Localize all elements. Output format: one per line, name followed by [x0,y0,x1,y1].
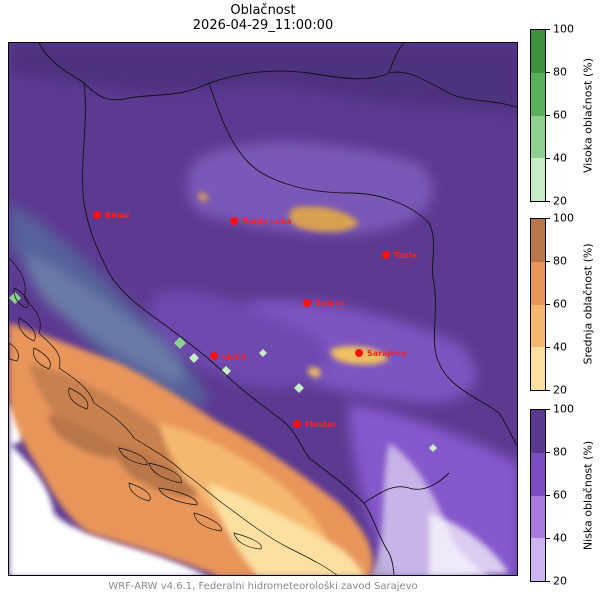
svg-text:Tuzla: Tuzla [394,251,417,260]
city-livno[interactable]: Livno [210,352,247,361]
colorbar-low-cloud [530,409,546,582]
city-mostar[interactable]: Mostar [293,420,336,429]
tick-mid-80: 80 [553,254,567,268]
map-datetime: 2026-04-29_11:00:00 [192,18,334,33]
colorbar-high-segment [531,72,545,116]
tick-mid-40: 40 [553,340,567,354]
tick-low-40: 40 [553,531,567,545]
tick-high-60: 60 [553,108,567,122]
map-title: Oblačnost [230,3,296,18]
colorbar-high-segment [531,30,545,73]
tick-high-40: 40 [553,151,567,165]
svg-text:Livno: Livno [222,352,247,361]
colorbar-low-segment [531,452,545,496]
tick-low-20: 20 [553,574,567,588]
colorbar-mid-segment [531,347,545,390]
colorbar-mid-segment [531,304,545,348]
colorbar-high-segment [531,115,545,159]
colorbar-high-cloud [530,29,546,202]
city-bihac[interactable]: Bihać [93,210,130,220]
tick-high-80: 80 [553,65,567,79]
tick-low-100: 100 [553,402,574,416]
svg-text:Mostar: Mostar [305,420,336,429]
cloud-cover-map: Bihać Banja Luka Tuzla Zenica Sarajevo L… [8,42,518,576]
tick-high-100: 100 [553,22,574,36]
svg-text:Banja Luka: Banja Luka [242,217,292,226]
country-borders [38,43,517,575]
tick-mid-60: 60 [553,297,567,311]
colorbar-mid-cloud [530,218,546,391]
colorbar-low-segment [531,495,545,539]
colorbar-low-label: Niska oblačnost (%) [581,440,595,551]
model-credit: WRF-ARW v4.6.1, Federalni hidrometeorolo… [108,581,418,592]
city-markers: Bihać Banja Luka Tuzla Zenica Sarajevo L… [93,210,417,429]
city-banja-luka[interactable]: Banja Luka [230,217,292,226]
city-zenica[interactable]: Zenica [303,299,345,308]
colorbar-high-label: Visoka oblačnost (%) [581,57,595,174]
colorbar-low-segment [531,410,545,453]
coastline [9,257,338,575]
high-cloud-specks [9,292,437,452]
colorbar-low-segment [531,538,545,581]
svg-text:Sarajevo: Sarajevo [367,349,407,358]
tick-low-80: 80 [553,445,567,459]
tick-high-20: 20 [553,194,567,208]
colorbar-mid-segment [531,219,545,262]
tick-mid-100: 100 [553,211,574,225]
colorbar-high-segment [531,158,545,201]
svg-text:Zenica: Zenica [315,299,345,308]
mid-cloud-areas [9,192,389,575]
tick-mid-20: 20 [553,383,567,397]
colorbar-mid-segment [531,261,545,305]
colorbar-mid-label: Srednja oblačnost (%) [581,243,595,365]
city-tuzla[interactable]: Tuzla [382,251,417,260]
tick-low-60: 60 [553,488,567,502]
svg-text:Bihać: Bihać [105,210,130,220]
city-sarajevo[interactable]: Sarajevo [355,349,407,358]
